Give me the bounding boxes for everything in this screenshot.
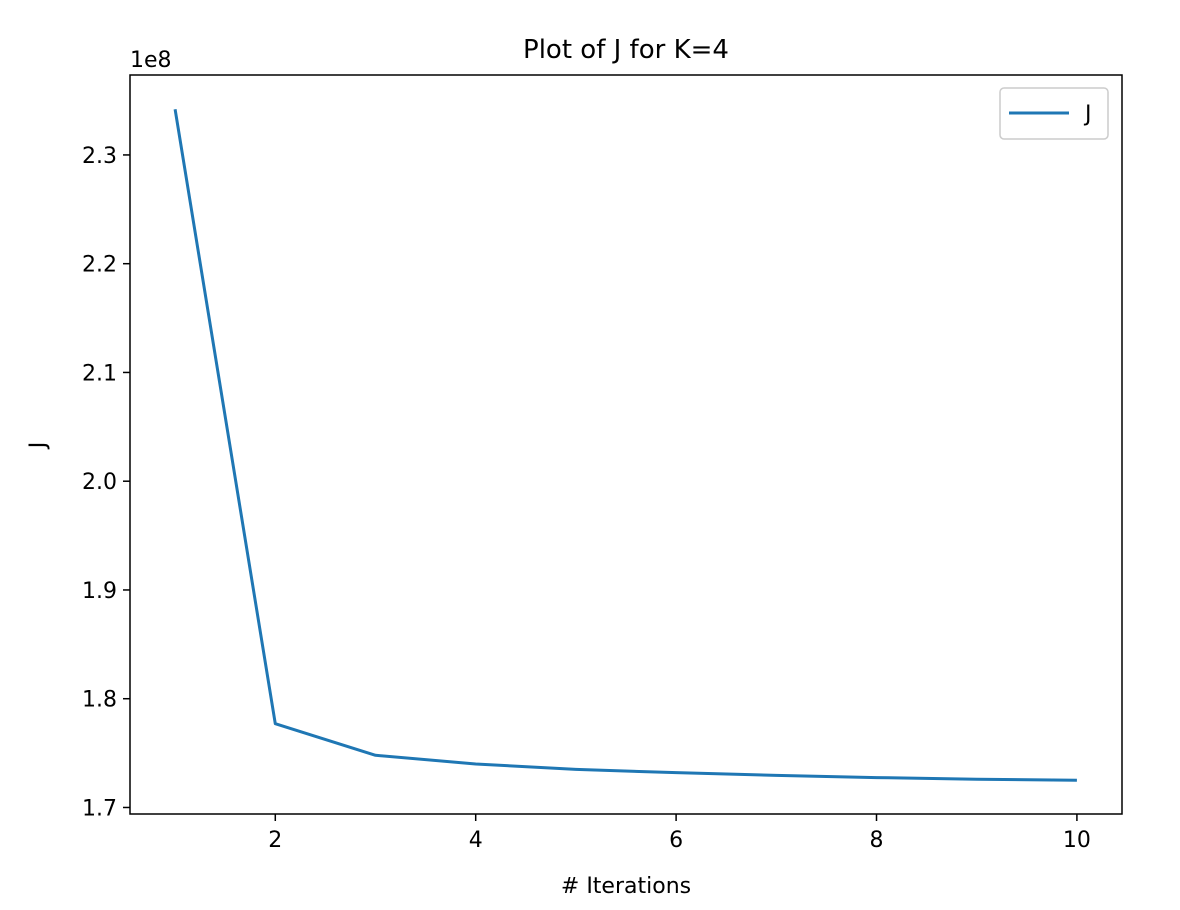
y-tick-label: 1.7 bbox=[82, 796, 117, 821]
y-tick-label: 2.2 bbox=[82, 253, 117, 278]
x-axis-label: # Iterations bbox=[561, 874, 691, 899]
y-axis-ticks: 1.7 1.8 1.9 2.0 2.1 2.2 2.3 bbox=[82, 144, 130, 821]
x-tick-label: 8 bbox=[870, 828, 884, 853]
x-tick-label: 2 bbox=[268, 828, 282, 853]
axes-frame bbox=[129, 74, 1123, 815]
y-tick-label: 1.9 bbox=[82, 579, 117, 604]
series-line-j bbox=[173, 109, 1077, 782]
y-axis-offset-label: 1e8 bbox=[130, 48, 172, 73]
y-tick-label: 1.8 bbox=[82, 688, 117, 713]
legend: J bbox=[999, 87, 1109, 140]
y-axis-label: J bbox=[26, 442, 51, 451]
y-tick-label: 2.0 bbox=[82, 470, 117, 495]
x-tick-label: 10 bbox=[1063, 828, 1091, 853]
legend-label-j: J bbox=[1083, 102, 1092, 127]
x-tick-label: 6 bbox=[669, 828, 683, 853]
y-tick-label: 2.3 bbox=[82, 144, 117, 169]
plot-area bbox=[173, 109, 1077, 782]
x-tick-label: 4 bbox=[469, 828, 483, 853]
y-tick-label: 2.1 bbox=[82, 361, 117, 386]
x-axis-ticks: 2 4 6 8 10 bbox=[268, 814, 1091, 853]
chart-title: Plot of J for K=4 bbox=[523, 35, 729, 65]
